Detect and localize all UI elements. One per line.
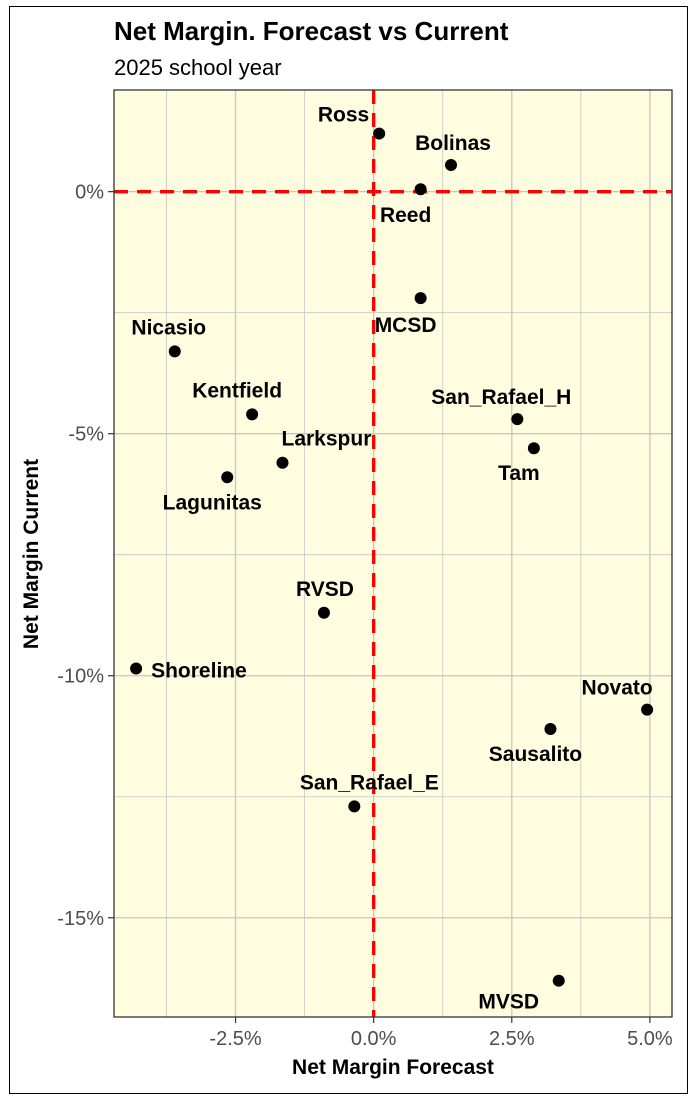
chart-title: Net Margin. Forecast vs Current <box>114 16 509 46</box>
point-label: San_Rafael_H <box>431 386 571 409</box>
y-axis-title: Net Margin Current <box>20 459 43 649</box>
plot-panel <box>114 90 672 1017</box>
data-point <box>544 722 557 735</box>
data-point <box>276 456 289 469</box>
data-point <box>373 127 386 140</box>
chart-subtitle: 2025 school year <box>114 55 282 80</box>
point-label: Larkspur <box>282 428 372 451</box>
point-label: San_Rafael_E <box>300 771 439 794</box>
x-tick-label: 2.5% <box>489 1028 535 1050</box>
data-point <box>130 662 143 675</box>
data-point <box>221 471 234 484</box>
point-label: Reed <box>380 204 431 227</box>
data-point <box>348 800 361 813</box>
point-label: RVSD <box>296 578 354 601</box>
point-label: Bolinas <box>415 132 491 155</box>
data-point <box>641 703 654 716</box>
point-label: Shoreline <box>151 659 247 682</box>
figure-frame <box>9 6 688 1094</box>
data-point <box>552 974 565 987</box>
plot-border <box>113 89 673 1018</box>
data-point <box>317 606 330 619</box>
point-label: MCSD <box>375 314 437 337</box>
data-point <box>414 292 427 305</box>
point-label: Nicasio <box>131 316 206 339</box>
data-point <box>168 345 181 358</box>
point-label: Sausalito <box>489 743 582 766</box>
point-label: Novato <box>582 677 653 700</box>
x-tick-label: 0.0% <box>351 1028 397 1050</box>
x-axis-title: Net Margin Forecast <box>292 1056 494 1079</box>
data-point <box>246 408 259 421</box>
y-tick-label: -15% <box>57 908 104 930</box>
point-label: Kentfield <box>192 379 282 402</box>
x-tick-label: 5.0% <box>627 1028 673 1050</box>
point-label: Tam <box>498 462 540 485</box>
point-label: Ross <box>318 104 369 127</box>
data-point <box>511 413 524 426</box>
x-tick-label: -2.5% <box>209 1028 261 1050</box>
data-point <box>445 159 458 172</box>
point-label: MVSD <box>478 991 539 1014</box>
data-point <box>527 442 540 455</box>
y-tick-label: -10% <box>57 666 104 688</box>
data-point <box>414 183 427 196</box>
y-tick-label: 0% <box>75 182 104 204</box>
point-label: Lagunitas <box>163 491 262 514</box>
y-tick-label: -5% <box>68 424 104 446</box>
